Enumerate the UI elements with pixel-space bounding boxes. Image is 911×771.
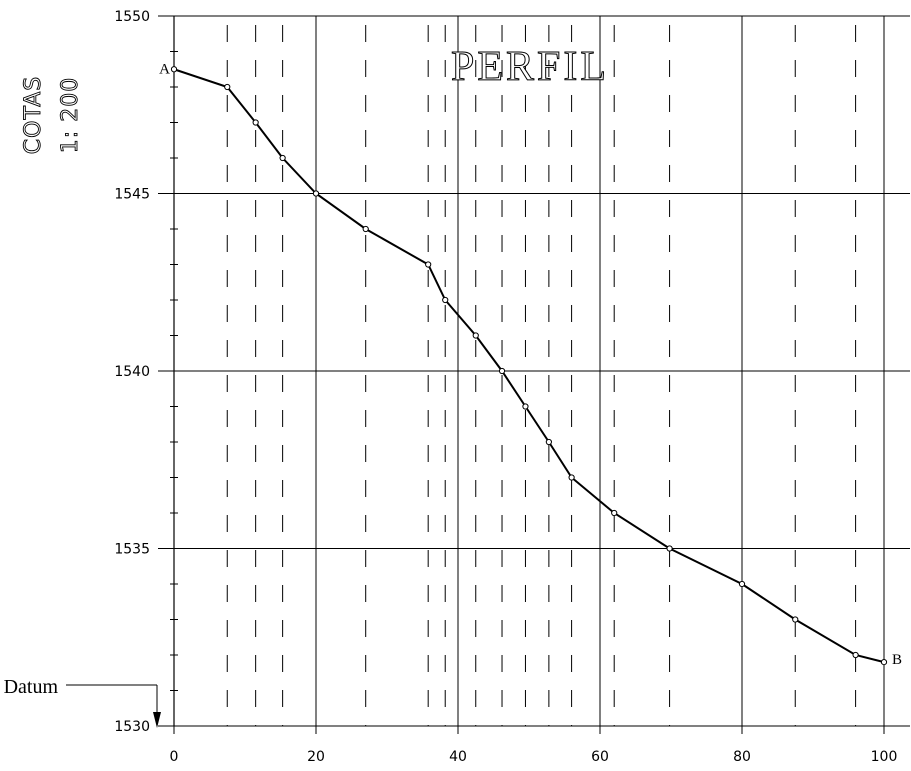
profile-point — [666, 545, 673, 552]
profile-point — [425, 261, 432, 268]
x-tick-label: 100 — [871, 749, 898, 765]
profile-point — [568, 474, 575, 481]
datum-label: Datum — [4, 676, 59, 698]
datum-arrow-icon — [153, 712, 161, 728]
profile-point — [170, 66, 178, 73]
profile-point — [498, 367, 506, 375]
profile-point — [880, 659, 888, 666]
profile-point — [852, 651, 859, 659]
y-tick-label: 1540 — [114, 364, 150, 380]
station-lines — [226, 16, 857, 726]
profile-point — [362, 225, 369, 233]
profile-point — [522, 403, 529, 410]
start-point-label: A — [159, 61, 170, 77]
profile-point — [442, 296, 449, 304]
x-tick-label: 60 — [591, 749, 609, 765]
x-tick-label: 40 — [449, 749, 467, 765]
y-tick-label: 1530 — [114, 719, 150, 735]
profile-point — [792, 616, 799, 623]
x-tick-label: 20 — [307, 749, 325, 765]
y-scale-label: 1: 200 — [58, 77, 83, 153]
end-point-label: B — [892, 652, 902, 668]
grid — [158, 15, 910, 734]
y-axis-label: COTAS — [21, 76, 46, 154]
chart-title: PERFIL — [451, 44, 609, 90]
profile-point — [738, 580, 746, 588]
profile-point — [611, 509, 618, 517]
profile-point — [312, 190, 320, 197]
profile-point — [472, 332, 479, 339]
profile-point — [545, 438, 552, 446]
axes — [66, 15, 178, 728]
profile-point — [252, 119, 259, 126]
profile-series — [170, 66, 888, 666]
y-tick-label: 1550 — [114, 9, 150, 25]
y-tick-label: 1535 — [114, 542, 150, 558]
profile-point — [224, 83, 231, 91]
profile-point — [279, 154, 286, 162]
y-tick-label: 1545 — [114, 187, 150, 203]
x-tick-label: 80 — [733, 749, 751, 765]
chart-labels: PERFIL COTAS 1: 200 Datum 1530 1535 1540 15… — [4, 9, 902, 765]
x-tick-label: 0 — [170, 749, 179, 765]
